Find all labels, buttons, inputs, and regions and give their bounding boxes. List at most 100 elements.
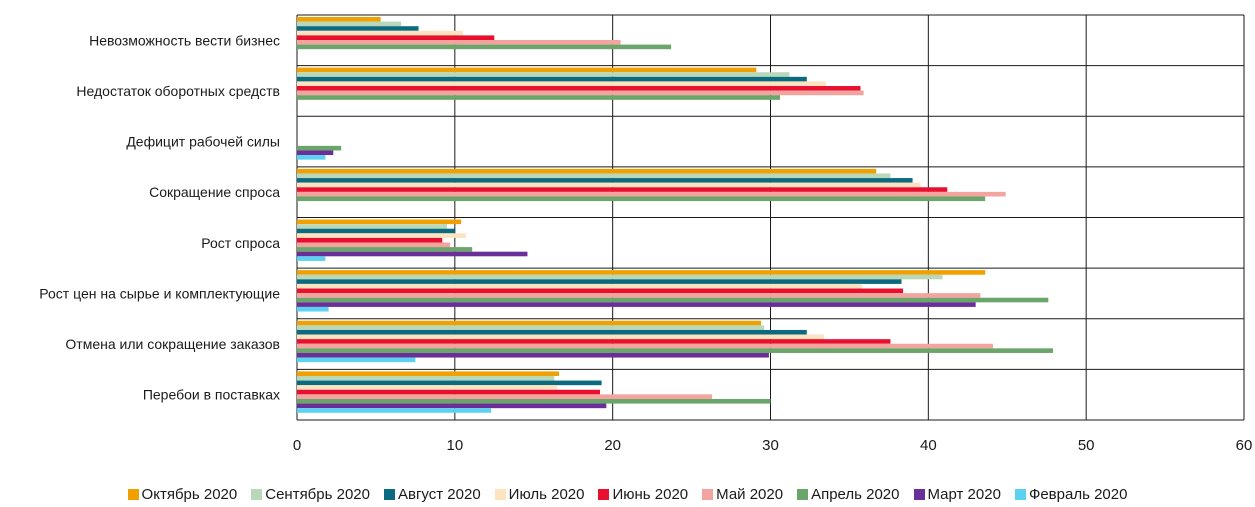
bar <box>297 17 381 22</box>
legend-swatch <box>702 489 714 500</box>
bar <box>297 237 443 243</box>
legend: Октябрь 2020 Сентябрь 2020 Август 2020 Июль… <box>0 486 1255 503</box>
legend-item: Июль 2020 <box>494 486 585 503</box>
category-label: Сокращение спроса <box>149 184 280 200</box>
bar <box>297 357 416 363</box>
legend-label: Июнь 2020 <box>612 486 689 503</box>
bar <box>297 247 473 252</box>
legend-label: Август 2020 <box>397 486 481 503</box>
x-tick-label: 50 <box>1078 437 1095 454</box>
bar <box>297 302 976 307</box>
bar <box>297 283 863 289</box>
bar <box>297 168 877 174</box>
legend-item: Февраль 2020 <box>1014 486 1128 503</box>
category-label: Дефицит рабочей силы <box>126 134 280 150</box>
legend-item: Май 2020 <box>702 486 783 503</box>
category-label: Перебои в поставках <box>143 387 280 403</box>
bar <box>297 348 1054 353</box>
bar <box>297 21 402 27</box>
bar <box>297 389 601 395</box>
legend-label: Октябрь 2020 <box>141 486 238 503</box>
bar <box>297 30 463 36</box>
category-label: Отмена или сокращение заказов <box>65 336 280 352</box>
legend-item: Апрель 2020 <box>797 486 900 503</box>
bar <box>297 375 555 381</box>
bar <box>297 256 326 261</box>
x-tick-label: 30 <box>762 437 779 454</box>
bar <box>297 26 419 31</box>
bar-chart: 0 10 20 30 40 50 60 Невозможность вести бизнес Н… <box>39 14 1253 454</box>
category-label: Рост спроса <box>201 235 280 251</box>
bar <box>297 95 780 100</box>
bar <box>297 173 891 179</box>
legend-swatch <box>1014 489 1026 500</box>
bar <box>297 385 558 390</box>
bar <box>297 274 943 280</box>
bar <box>297 334 825 340</box>
x-tick-label: 60 <box>1236 437 1253 454</box>
bar <box>297 343 994 349</box>
category-label: Невозможность вести бизнес <box>89 32 280 48</box>
x-tick-label: 20 <box>604 437 621 454</box>
bar <box>297 233 466 238</box>
legend-item: Июнь 2020 <box>598 486 688 503</box>
bar <box>297 408 492 413</box>
bar <box>297 81 826 87</box>
bar <box>297 270 986 275</box>
bar <box>297 329 807 335</box>
legend-swatch <box>494 489 506 500</box>
bar <box>297 72 790 77</box>
bar <box>297 279 902 284</box>
bar <box>297 90 864 96</box>
bar <box>297 339 891 344</box>
bar <box>297 293 981 298</box>
bar <box>297 251 528 257</box>
legend-label: Февраль 2020 <box>1028 486 1128 503</box>
bar <box>297 394 713 399</box>
bar <box>297 219 462 225</box>
legend-label: Май 2020 <box>716 486 784 503</box>
legend-label: Апрель 2020 <box>811 486 900 503</box>
bar <box>297 224 447 229</box>
bar <box>297 145 342 151</box>
bar <box>297 325 765 330</box>
legend-swatch <box>251 489 263 500</box>
category-label: Рост цен на сырье и комплектующие <box>39 285 280 301</box>
legend-label: Март 2020 <box>927 486 1001 503</box>
category-label: Недостаток оборотных средств <box>76 83 280 99</box>
bar <box>297 86 861 91</box>
bar <box>297 196 986 202</box>
bar <box>297 306 329 312</box>
bar <box>297 191 1006 197</box>
legend-swatch <box>383 489 395 500</box>
bar <box>297 228 455 234</box>
legend-label: Июль 2020 <box>508 486 585 503</box>
legend-item: Сентябрь 2020 <box>251 486 370 503</box>
bar <box>297 155 326 160</box>
bar <box>297 40 621 45</box>
legend-item: Октябрь 2020 <box>127 486 238 503</box>
bar <box>297 320 762 326</box>
legend-swatch <box>598 489 610 500</box>
bar <box>297 76 807 82</box>
bar <box>297 352 769 358</box>
bar <box>297 67 757 73</box>
bar <box>297 44 672 50</box>
bar <box>297 380 602 386</box>
legend-swatch <box>127 489 139 500</box>
legend-item: Март 2020 <box>913 486 1001 503</box>
legend-label: Сентябрь 2020 <box>265 486 370 503</box>
bar <box>297 182 921 188</box>
bar <box>297 178 913 183</box>
legend-swatch <box>913 489 925 500</box>
bar <box>297 35 495 40</box>
bar <box>297 150 334 156</box>
bar <box>297 403 607 409</box>
bar <box>297 288 904 294</box>
bar <box>297 242 451 248</box>
bar <box>297 187 948 192</box>
x-tick-label: 0 <box>293 437 301 454</box>
legend-swatch <box>797 489 809 500</box>
bar <box>297 297 1049 303</box>
